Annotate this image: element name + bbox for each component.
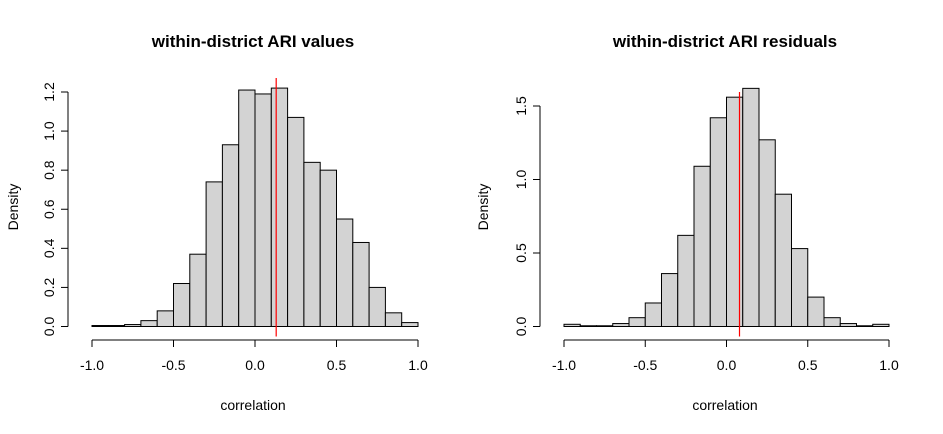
y-tick-label: 0.4 xyxy=(41,238,57,258)
histogram-bar xyxy=(579,325,597,328)
histogram-bar xyxy=(140,320,158,328)
y-tick-label: 1.5 xyxy=(513,96,529,116)
y-tick-label: 0.6 xyxy=(41,199,57,219)
chart-title: within-district ARI values xyxy=(151,32,354,51)
x-tick-label: 1.0 xyxy=(879,357,899,373)
x-tick-label: -1.0 xyxy=(552,357,576,373)
histogram-bar xyxy=(563,323,581,328)
histogram-bar xyxy=(254,93,272,328)
histogram-bar xyxy=(856,325,874,328)
histogram-bar xyxy=(709,117,727,328)
x-tick-label: -0.5 xyxy=(161,357,185,373)
x-tick-label: 0.5 xyxy=(798,357,818,373)
histogram-bar xyxy=(173,283,191,327)
y-tick-label: 1.0 xyxy=(513,170,529,190)
histogram-bar xyxy=(596,325,614,328)
y-tick-label: 0.0 xyxy=(513,317,529,337)
histogram-bar xyxy=(91,325,109,328)
y-axis-label: Density xyxy=(5,184,21,231)
histogram-bar xyxy=(336,218,354,327)
histogram-bar xyxy=(791,248,809,327)
histogram-bar xyxy=(319,169,338,327)
histogram-bar xyxy=(644,302,662,328)
x-tick-label: 0.5 xyxy=(327,357,347,373)
histogram-panel-2: within-district ARI residuals -1.0 -0.5 0.0… xyxy=(475,32,899,413)
histogram-bar xyxy=(107,325,126,328)
histogram-bar xyxy=(774,193,792,327)
histogram-bar xyxy=(368,286,386,327)
histogram-bar xyxy=(384,312,403,327)
histogram-bar xyxy=(677,234,695,327)
y-tick-label: 0.0 xyxy=(41,317,57,337)
y-tick-label: 0.2 xyxy=(41,277,57,297)
histogram-bar xyxy=(205,181,223,327)
histogram-bar xyxy=(287,116,305,328)
histogram-bar xyxy=(352,241,370,328)
y-tick-label: 1.0 xyxy=(41,121,57,141)
histogram-bar xyxy=(238,89,256,327)
histogram-bar xyxy=(872,323,890,328)
x-tick-label: 0.0 xyxy=(717,357,737,373)
histogram-panel-1: within-district ARI values -1.0 -0.5 0.0 0.5… xyxy=(5,32,428,413)
histogram-bar xyxy=(726,96,744,328)
histogram-bar xyxy=(612,323,630,327)
histogram-bar xyxy=(303,161,321,327)
x-axis-label: correlation xyxy=(220,397,285,413)
histogram-bar xyxy=(839,323,857,327)
y-axis-label: Density xyxy=(475,184,491,231)
histogram-bar xyxy=(807,296,825,328)
y-tick-label: 0.8 xyxy=(41,160,57,180)
x-axis-label: correlation xyxy=(692,397,757,413)
histogram-bar xyxy=(661,273,679,327)
histogram-bar xyxy=(823,317,841,327)
histogram-bar xyxy=(401,322,419,328)
histogram-bar xyxy=(124,324,142,328)
chart-title: within-district ARI residuals xyxy=(612,32,837,51)
x-tick-label: -1.0 xyxy=(80,357,104,373)
y-tick-label: 1.2 xyxy=(41,82,57,102)
histogram-bar xyxy=(156,310,174,328)
histogram-bar xyxy=(189,253,207,327)
histogram-bar xyxy=(270,87,289,328)
x-tick-label: -0.5 xyxy=(633,357,657,373)
histogram-bar xyxy=(758,139,776,327)
x-tick-label: 0.0 xyxy=(245,357,265,373)
histogram-bar xyxy=(742,87,760,327)
x-tick-label: 1.0 xyxy=(408,357,428,373)
y-tick-label: 0.5 xyxy=(513,243,529,263)
histogram-bar xyxy=(628,317,646,327)
histogram-bar xyxy=(221,144,240,327)
histogram-bar xyxy=(693,165,711,327)
